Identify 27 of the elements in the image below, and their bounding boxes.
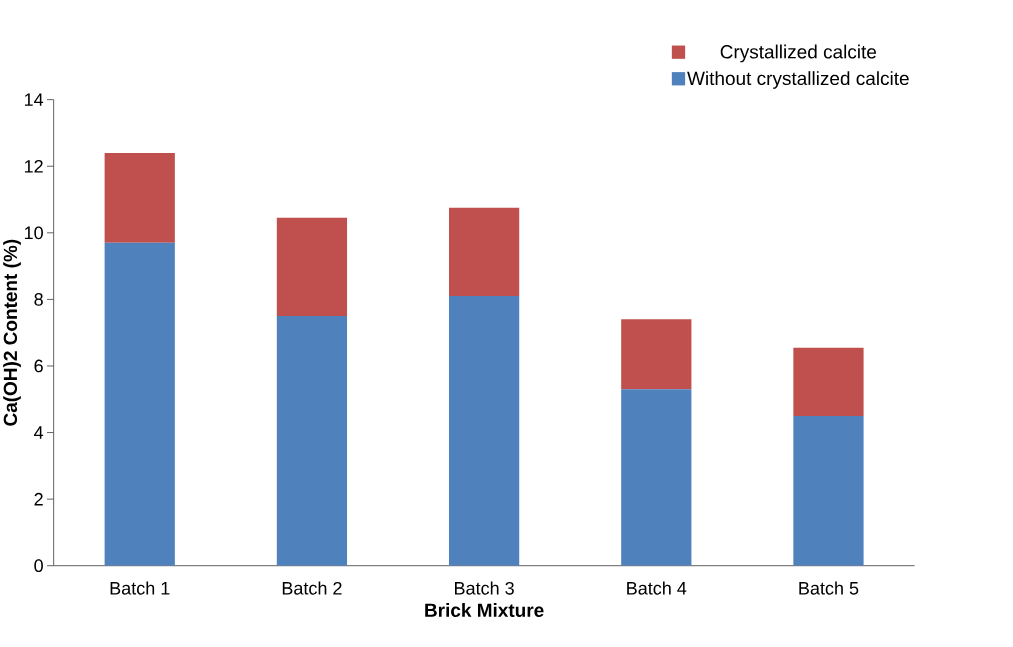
y-axis-title: Ca(OH)2 Content (%) (3, 239, 21, 426)
bar (276, 217, 348, 316)
legend-label: Without crystallized calcite (687, 71, 909, 89)
bar (448, 207, 520, 296)
y-tick-label: 8 (34, 292, 43, 306)
x-tick-label: Batch 3 (455, 581, 514, 595)
x-tick-label: Batch 4 (627, 581, 687, 595)
bar (621, 319, 692, 390)
bar (793, 415, 864, 566)
legend-label: Crystallized calcite (720, 44, 877, 63)
y-tick-label: 2 (34, 492, 43, 506)
bar (621, 389, 692, 566)
y-tick-label: 4 (34, 426, 44, 439)
x-tick-label: Batch 2 (282, 581, 342, 595)
x-tick-label: Batch 1 (110, 581, 170, 595)
y-tick-label: 10 (24, 226, 43, 240)
bar (276, 315, 348, 566)
x-axis-title: Brick Mixture (425, 602, 544, 617)
bar (448, 295, 520, 566)
bar (793, 347, 864, 416)
bar (104, 242, 175, 566)
x-tick-label: Batch 5 (799, 581, 859, 595)
y-tick-label: 0 (34, 559, 43, 572)
y-tick-label: 14 (24, 93, 44, 106)
bar (104, 152, 175, 243)
y-tick-label: 6 (34, 359, 43, 373)
y-tick-label: 12 (24, 159, 43, 173)
